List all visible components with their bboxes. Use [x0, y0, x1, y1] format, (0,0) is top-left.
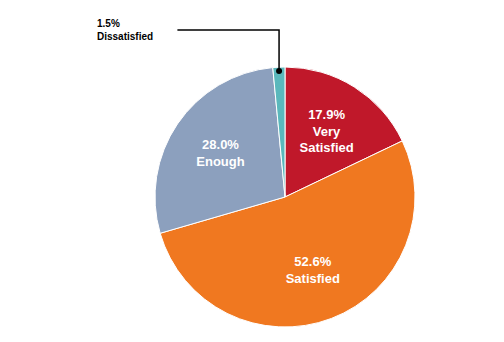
svg-text:17.9%VerySatisfied: 17.9%VerySatisfied [299, 107, 353, 155]
svg-text:1.5%Dissatisfied: 1.5%Dissatisfied [97, 18, 153, 42]
svg-text:28.0%Enough: 28.0%Enough [196, 137, 244, 169]
svg-text:52.6%Satisfied: 52.6%Satisfied [286, 254, 340, 286]
